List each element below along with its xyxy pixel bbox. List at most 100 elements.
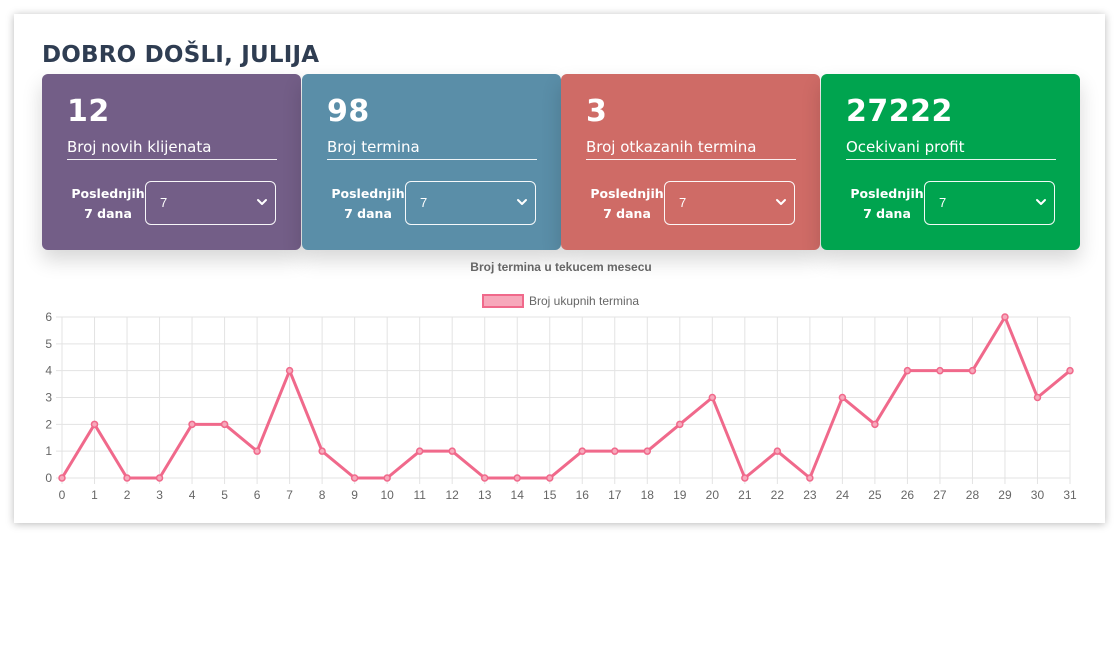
y-tick-label: 5 — [45, 337, 52, 351]
appointments-chart: Broj termina u tekucem mesecu Broj ukupni… — [14, 258, 1105, 523]
period-label: Poslednjih 7 dana — [326, 184, 410, 224]
data-point — [1001, 313, 1009, 321]
x-tick-label: 13 — [478, 488, 492, 502]
y-tick-label: 3 — [45, 391, 52, 405]
data-point — [188, 420, 196, 429]
period-select[interactable]: 7 — [145, 181, 276, 225]
stat-value: 98 — [327, 94, 370, 129]
period-line-2: 7 dana — [603, 206, 651, 221]
x-tick-label: 3 — [156, 488, 163, 502]
data-point — [936, 366, 944, 375]
select-value: 7 — [939, 195, 947, 210]
select-value: 7 — [160, 195, 168, 210]
data-point — [708, 393, 717, 402]
data-point — [58, 474, 66, 482]
chevron-down-icon — [1036, 199, 1046, 205]
y-tick-label: 1 — [45, 444, 52, 458]
x-tick-label: 27 — [933, 488, 947, 502]
period-line-1: Poslednjih — [850, 186, 924, 201]
legend-swatch — [482, 294, 524, 308]
y-tick-label: 6 — [45, 310, 52, 324]
data-point — [513, 474, 521, 482]
x-tick-label: 25 — [868, 488, 882, 502]
data-point — [220, 420, 229, 429]
x-tick-label: 16 — [576, 488, 590, 502]
data-point — [806, 474, 814, 482]
period-line-2: 7 dana — [84, 206, 132, 221]
card-new-clients: 12 Broj novih klijenata Poslednjih 7 dan… — [42, 74, 301, 250]
stat-value: 3 — [586, 94, 608, 129]
card-cancelled: 3 Broj otkazanih termina Poslednjih 7 da… — [561, 74, 820, 250]
x-tick-label: 31 — [1063, 488, 1077, 502]
period-label: Poslednjih 7 dana — [585, 184, 669, 224]
data-point — [383, 474, 391, 482]
x-tick-label: 15 — [543, 488, 557, 502]
x-tick-label: 28 — [966, 488, 980, 502]
x-tick-label: 23 — [803, 488, 817, 502]
data-point — [968, 366, 977, 375]
data-point — [578, 447, 587, 455]
y-tick-label: 2 — [45, 417, 52, 431]
card-appointments: 98 Broj termina Poslednjih 7 dana 7 — [302, 74, 561, 250]
x-tick-label: 8 — [319, 488, 326, 502]
stat-value: 27222 — [846, 94, 953, 129]
data-point — [643, 447, 652, 455]
series-line — [60, 315, 1071, 480]
select-value: 7 — [420, 195, 428, 210]
data-point — [415, 447, 424, 455]
stat-label: Broj novih klijenata — [67, 138, 277, 160]
x-tick-label: 29 — [998, 488, 1012, 502]
card-profit: 27222 Ocekivani profit Poslednjih 7 dana… — [821, 74, 1080, 250]
data-point — [350, 474, 359, 482]
stat-cards: 12 Broj novih klijenata Poslednjih 7 dan… — [42, 74, 1080, 250]
x-tick-label: 5 — [221, 488, 228, 502]
period-select[interactable]: 7 — [664, 181, 795, 225]
data-point — [676, 420, 684, 429]
data-point — [741, 474, 749, 482]
data-point — [773, 447, 782, 455]
period-line-2: 7 dana — [863, 206, 911, 221]
data-point — [1066, 366, 1074, 375]
chevron-down-icon — [776, 199, 786, 205]
stat-label: Broj termina — [327, 138, 537, 160]
stat-label: Broj otkazanih termina — [586, 138, 796, 160]
x-tick-label: 1 — [91, 488, 98, 502]
period-line-1: Poslednjih — [331, 186, 405, 201]
data-point — [903, 366, 912, 375]
x-tick-label: 19 — [673, 488, 687, 502]
x-tick-label: 14 — [511, 488, 525, 502]
x-tick-label: 0 — [59, 488, 66, 502]
x-tick-label: 21 — [738, 488, 752, 502]
stat-label: Ocekivani profit — [846, 138, 1056, 160]
y-tick-label: 0 — [45, 471, 52, 485]
chevron-down-icon — [517, 199, 527, 205]
data-point — [123, 474, 131, 482]
period-select[interactable]: 7 — [405, 181, 536, 225]
data-point — [611, 447, 619, 455]
period-label: Poslednjih 7 dana — [66, 184, 150, 224]
x-tick-label: 12 — [446, 488, 460, 502]
data-point — [253, 447, 261, 455]
data-point — [318, 447, 326, 455]
period-select[interactable]: 7 — [924, 181, 1055, 225]
x-tick-label: 22 — [771, 488, 785, 502]
data-point — [838, 393, 847, 402]
x-tick-label: 4 — [189, 488, 196, 502]
period-line-1: Poslednjih — [71, 186, 145, 201]
page-title: DOBRO DOŠLI, JULIJA — [42, 42, 320, 68]
x-tick-label: 7 — [286, 488, 293, 502]
data-point — [480, 474, 489, 482]
x-tick-label: 9 — [351, 488, 358, 502]
data-point — [285, 366, 294, 375]
x-tick-label: 2 — [124, 488, 131, 502]
x-tick-label: 18 — [641, 488, 655, 502]
x-tick-label: 20 — [706, 488, 720, 502]
chart-title: Broj termina u tekucem mesecu — [470, 260, 651, 274]
x-tick-label: 30 — [1031, 488, 1045, 502]
select-value: 7 — [679, 195, 687, 210]
x-tick-label: 6 — [254, 488, 261, 502]
dashboard-panel: DOBRO DOŠLI, JULIJA 12 Broj novih klijen… — [14, 14, 1105, 523]
y-tick-label: 4 — [45, 364, 52, 378]
data-point — [871, 420, 879, 429]
data-point — [90, 420, 99, 429]
